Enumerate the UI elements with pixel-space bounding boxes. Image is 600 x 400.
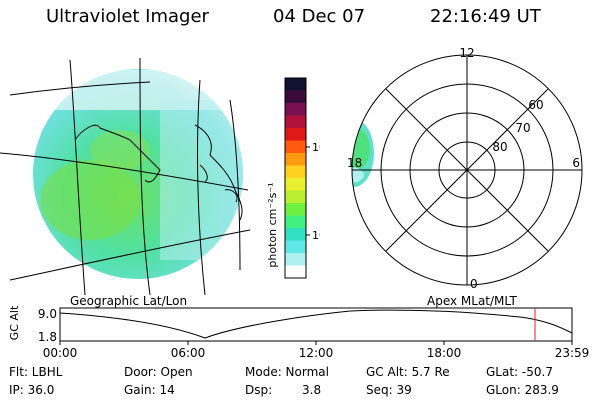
x-tick-0600: 06:00: [171, 346, 206, 360]
colorbar-segment: [285, 228, 306, 241]
colorbar-segment: [285, 90, 306, 104]
instrument-title: Ultraviolet Imager: [46, 6, 209, 27]
x-tick-2359: 23:59: [555, 346, 590, 360]
colorbar-segment: [285, 153, 306, 166]
y-tick-1-8: 1.8: [38, 330, 57, 344]
mode-info: Mode: Normal: [245, 365, 329, 379]
apex-caption: Apex MLat/MLT: [427, 294, 517, 308]
colorbar-segment: [285, 203, 306, 216]
x-tick-0000: 00:00: [43, 346, 78, 360]
date-label: 04 Dec 07: [273, 6, 366, 27]
gc-alt-info: GC Alt: 5.7 Re: [366, 365, 450, 379]
geographic-image-panel: [0, 57, 251, 295]
colorbar-segment: [285, 115, 306, 129]
time-label: 22:16:49 UT: [430, 6, 541, 27]
dsp-label: Dsp:: [245, 383, 273, 397]
altitude-timeline: GC Alt 9.0 1.8 00:00 06:00 12:00 18:00 2…: [8, 305, 590, 360]
mlt-label-18: 18: [347, 156, 362, 170]
mlt-label-0: 0: [470, 277, 478, 291]
polar-plot-panel: 12 6 0 18 60 70 80: [347, 46, 583, 291]
door-info: Door: Open: [124, 365, 193, 379]
colorbar-segment: [285, 265, 306, 279]
geographic-caption: Geographic Lat/Lon: [70, 294, 188, 308]
altitude-curve: [59, 309, 573, 339]
colorbar-segment: [285, 240, 306, 254]
seq-info: Seq: 39: [366, 383, 412, 397]
lat-lon-grid: [0, 57, 251, 295]
colorbar-segment: [285, 140, 306, 154]
glon-info: GLon: 283.9: [486, 383, 559, 397]
dsp-value: 3.8: [302, 383, 322, 397]
colorbar-segment: [285, 215, 306, 229]
polar-aurora-patch: [352, 119, 374, 187]
colorbar-panel: 100 10 photon cm⁻²s⁻¹: [266, 77, 320, 279]
gain-info: Gain: 14: [124, 383, 175, 397]
colorbar-segment: [285, 253, 306, 266]
colorbar-segment: [285, 128, 306, 141]
x-tick-1800: 18:00: [427, 346, 462, 360]
colorbar-segment: [285, 165, 306, 179]
lat-label-70: 70: [515, 121, 530, 135]
colorbar-unit-label: photon cm⁻²s⁻¹: [266, 182, 279, 267]
y-tick-9: 9.0: [38, 307, 57, 321]
lat-label-60: 60: [528, 98, 543, 112]
colorbar-tick-100: 100: [312, 141, 320, 154]
colorbar-segment: [285, 78, 306, 91]
mlt-label-12: 12: [459, 46, 474, 60]
colorbar-scale: [285, 78, 306, 279]
lat-label-80: 80: [492, 140, 507, 154]
timeline-frame: [59, 307, 573, 342]
colorbar-segment: [285, 103, 306, 116]
filter-info: Flt: LBHL: [9, 365, 63, 379]
colorbar-tick-10: 10: [312, 229, 320, 242]
glat-info: GLat: -50.7: [486, 365, 553, 379]
coastlines: [74, 124, 243, 221]
mlt-label-6: 6: [572, 156, 580, 170]
polar-diagonal-b: [385, 88, 549, 252]
colorbar-segment: [285, 178, 306, 191]
colorbar-segment: [285, 190, 306, 204]
x-tick-1200: 12:00: [299, 346, 334, 360]
colorbar-frame: [284, 77, 307, 279]
ip-info: IP: 36.0: [9, 383, 55, 397]
y-axis-label: GC Alt: [8, 305, 21, 340]
